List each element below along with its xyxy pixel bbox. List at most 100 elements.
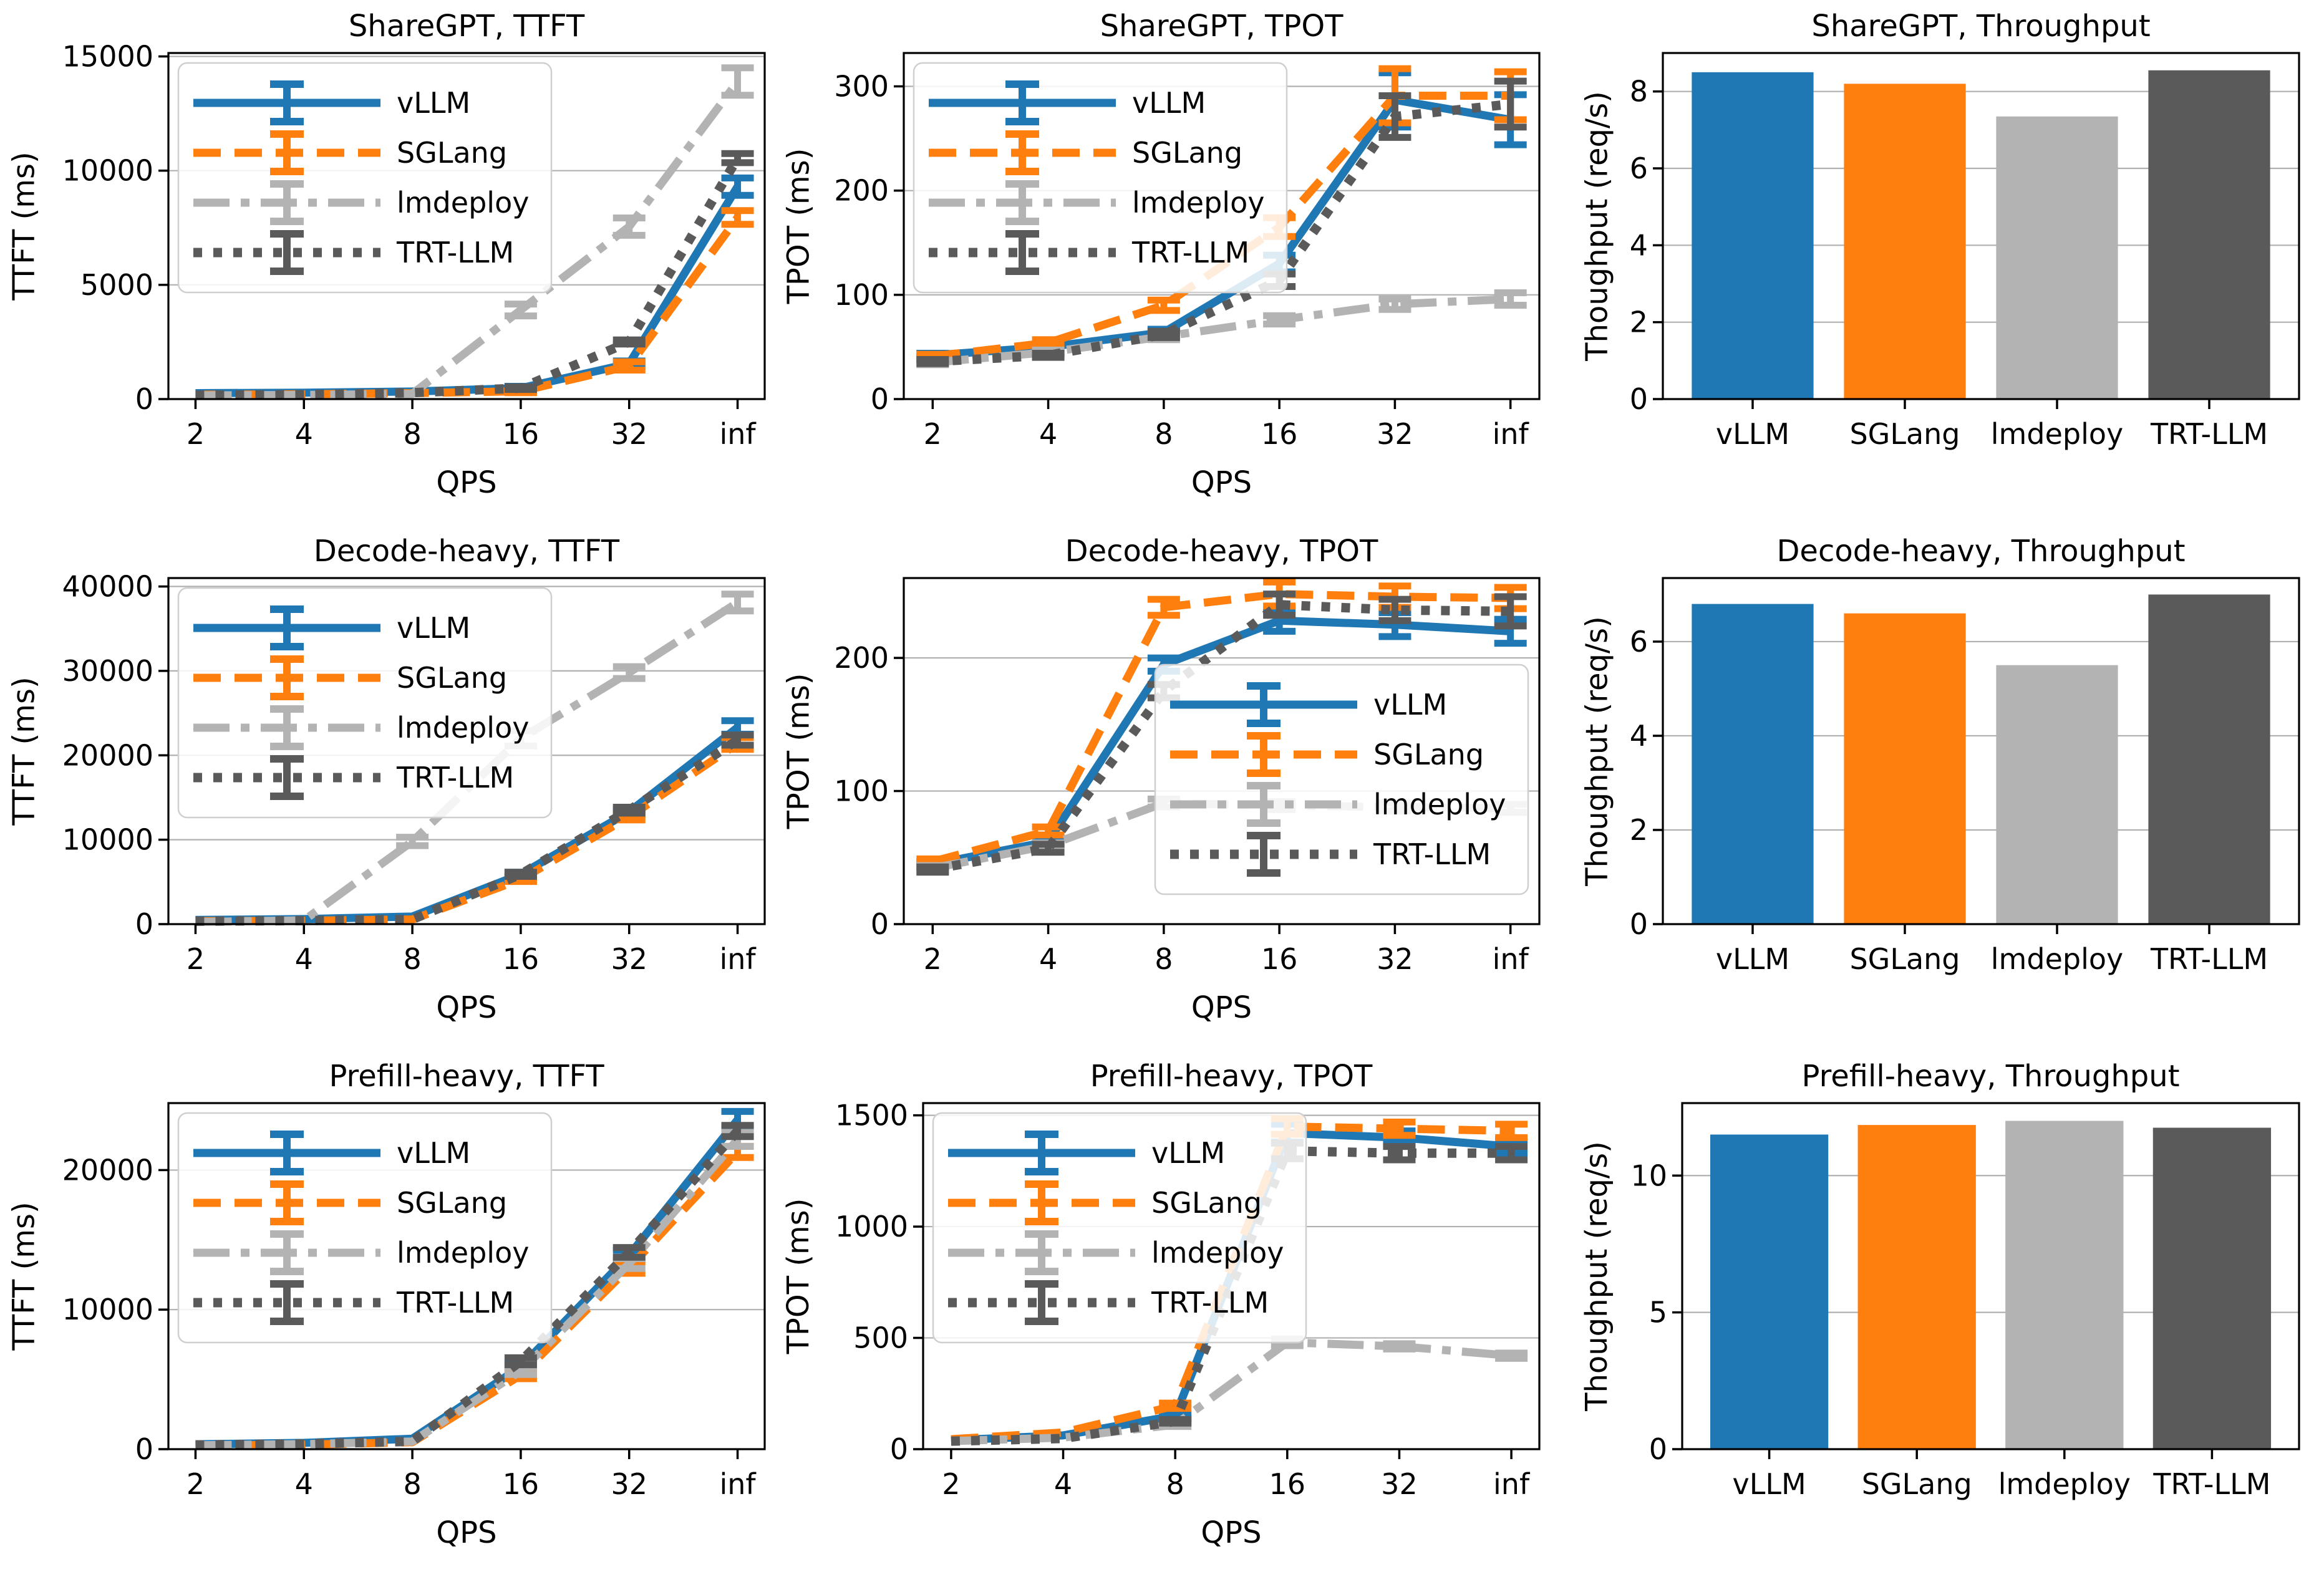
legend: vLLM SGLang lmdeploy TRT-LLM [177,1112,553,1344]
x-tick-label: 16 [1269,1467,1306,1501]
x-tick-label: 32 [1377,942,1413,976]
x-tick-label: 4 [1039,942,1057,976]
y-tick-label: 0 [135,907,153,941]
y-tick-label: 500 [853,1321,908,1355]
x-tick-label: 4 [295,1467,313,1501]
chart-sharegpt-throughput: 0 2 4 6 8 vLLM SGLang lmdeploy TRT-LLM Thoughput … [1580,9,2300,451]
x-tick-label: 4 [295,942,313,976]
y-tick-label: 200 [834,174,889,208]
x-tick-label: 32 [611,942,647,976]
legend: vLLM SGLang lmdeploy TRT-LLM [1154,663,1529,895]
legend: vLLM SGLang lmdeploy TRT-LLM [177,587,553,819]
legend-label: lmdeploy [1151,1236,1284,1270]
y-tick-label: 200 [834,641,889,675]
chart-title: Prefill-heavy, TTFT [329,1059,604,1094]
y-tick-label: 100 [834,278,889,312]
bar-sglang [1844,613,1966,924]
x-tick-label: inf [1493,942,1530,976]
legend-label: SGLang [397,661,507,695]
series-line-lmdeploy [195,79,741,400]
chart-decode-heavy-ttft: 0 10000 20000 30000 40000 2 4 8 16 32 inf QPS TTFT (… [7,534,766,1025]
chart-prefill-heavy-throughput: 0 5 10 vLLM SGLang lmdeploy TRT-LLM Thoughput (… [1579,1059,2300,1501]
x-tick-label: 16 [503,1467,540,1501]
bar-sglang [1844,84,1966,400]
chart-prefill-heavy-ttft: 0 10000 20000 2 4 8 16 32 inf QPS TTFT (ms) Prefill… [7,1059,766,1550]
x-tick-label: 4 [1039,417,1057,451]
y-tick-label: 8 [1630,75,1648,109]
y-tick-label: 100 [834,774,889,808]
x-axis-label: QPS [1191,990,1252,1025]
x-tick-label: 32 [1377,417,1413,451]
chart-decode-heavy-throughput: 0 2 4 6 vLLM SGLang lmdeploy TRT-LLM Thoughput (… [1580,534,2300,976]
plot-border [1662,52,2300,400]
x-tick-label: TRT-LLM [2150,942,2268,976]
y-tick-label: 2 [1630,306,1648,339]
x-tick-label: vLLM [1716,417,1789,451]
x-tick-label: 8 [1166,1467,1184,1501]
legend: vLLM SGLang lmdeploy TRT-LLM [913,62,1288,294]
chart-title: ShareGPT, TPOT [1100,9,1344,44]
x-tick-label: 16 [1261,417,1298,451]
x-tick-label: 16 [503,942,540,976]
y-tick-label: 0 [1630,382,1648,416]
chart-title: ShareGPT, Throughput [1811,9,2150,44]
bar-trt-llm [2152,1127,2272,1449]
y-tick-label: 10000 [62,823,153,857]
series-line-trt-llm [195,1127,742,1450]
y-tick-label: 1500 [835,1099,908,1132]
legend-label: SGLang [1151,1186,1262,1220]
y-axis-label: TTFT (ms) [7,677,42,826]
x-axis-label: QPS [436,1515,496,1550]
y-tick-label: 15000 [62,39,153,73]
x-tick-label: 4 [1054,1467,1072,1501]
x-tick-label: 2 [924,417,942,451]
x-tick-label: 2 [186,942,205,976]
legend-label: SGLang [1132,136,1242,170]
plot-border [167,1102,766,1450]
plot-border [903,577,1541,925]
legend-label: TRT-LLM [1373,837,1491,871]
x-tick-label: 16 [1261,942,1298,976]
chart-title: Decode-heavy, Throughput [1776,534,2185,569]
chart-sharegpt-ttft: 0 5000 10000 15000 2 4 8 16 32 inf QPS TTFT (ms) Sha… [7,9,766,500]
x-tick-label: inf [719,417,757,451]
plot-border [167,52,766,400]
chart-decode-heavy-tpot: 0 100 200 2 4 8 16 32 inf QPS TPOT (ms) Decode-heav… [782,534,1541,1025]
x-tick-label: inf [719,942,757,976]
legend-label: lmdeploy [397,186,529,219]
x-tick-label: 4 [295,417,313,451]
chart-sharegpt-tpot: 0 100 200 300 2 4 8 16 32 inf QPS TPOT (ms) ShareGPT… [782,9,1541,500]
x-axis-label: QPS [436,465,496,500]
x-tick-label: vLLM [1716,942,1789,976]
y-tick-label: 0 [890,1432,908,1466]
y-tick-label: 2 [1630,813,1648,847]
y-tick-label: 10 [1630,1159,1667,1192]
x-tick-label: 8 [1155,942,1173,976]
x-axis-label: QPS [1201,1515,1261,1550]
x-tick-label: lmdeploy [1991,942,2123,976]
subplot-sharegpt-throughput: 0 2 4 6 8 vLLM SGLang lmdeploy TRT-LLM Thoughput … [1549,0,2324,525]
y-tick-label: 0 [135,1432,153,1466]
x-tick-label: inf [1493,417,1530,451]
y-tick-label: 20000 [62,1153,153,1187]
y-tick-label: 10000 [62,154,153,188]
chart-title: Decode-heavy, TPOT [1065,534,1378,569]
y-tick-label: 20000 [62,738,153,772]
x-tick-label: 8 [403,1467,421,1501]
y-tick-label: 0 [871,382,889,416]
legend-label: vLLM [397,86,470,120]
y-axis-label: Thoughput (req/s) [1580,616,1615,887]
x-tick-label: 16 [503,417,540,451]
series-line-trt-llm [931,600,1511,874]
legend-label: TRT-LLM [396,761,514,794]
series-line-lmdeploy [951,1338,1512,1445]
x-tick-label: inf [1493,1467,1531,1501]
legend-label: vLLM [397,611,470,645]
y-tick-label: 1000 [835,1210,908,1243]
series-line-sglang [931,590,1511,866]
legend-label: vLLM [1373,688,1447,721]
x-tick-label: lmdeploy [1991,417,2123,451]
subplot-prefill-heavy-ttft: 0 10000 20000 2 4 8 16 32 inf QPS TTFT (ms) Prefill… [0,1050,775,1575]
x-tick-label: TRT-LLM [2152,1467,2270,1501]
plot-border [903,52,1541,400]
